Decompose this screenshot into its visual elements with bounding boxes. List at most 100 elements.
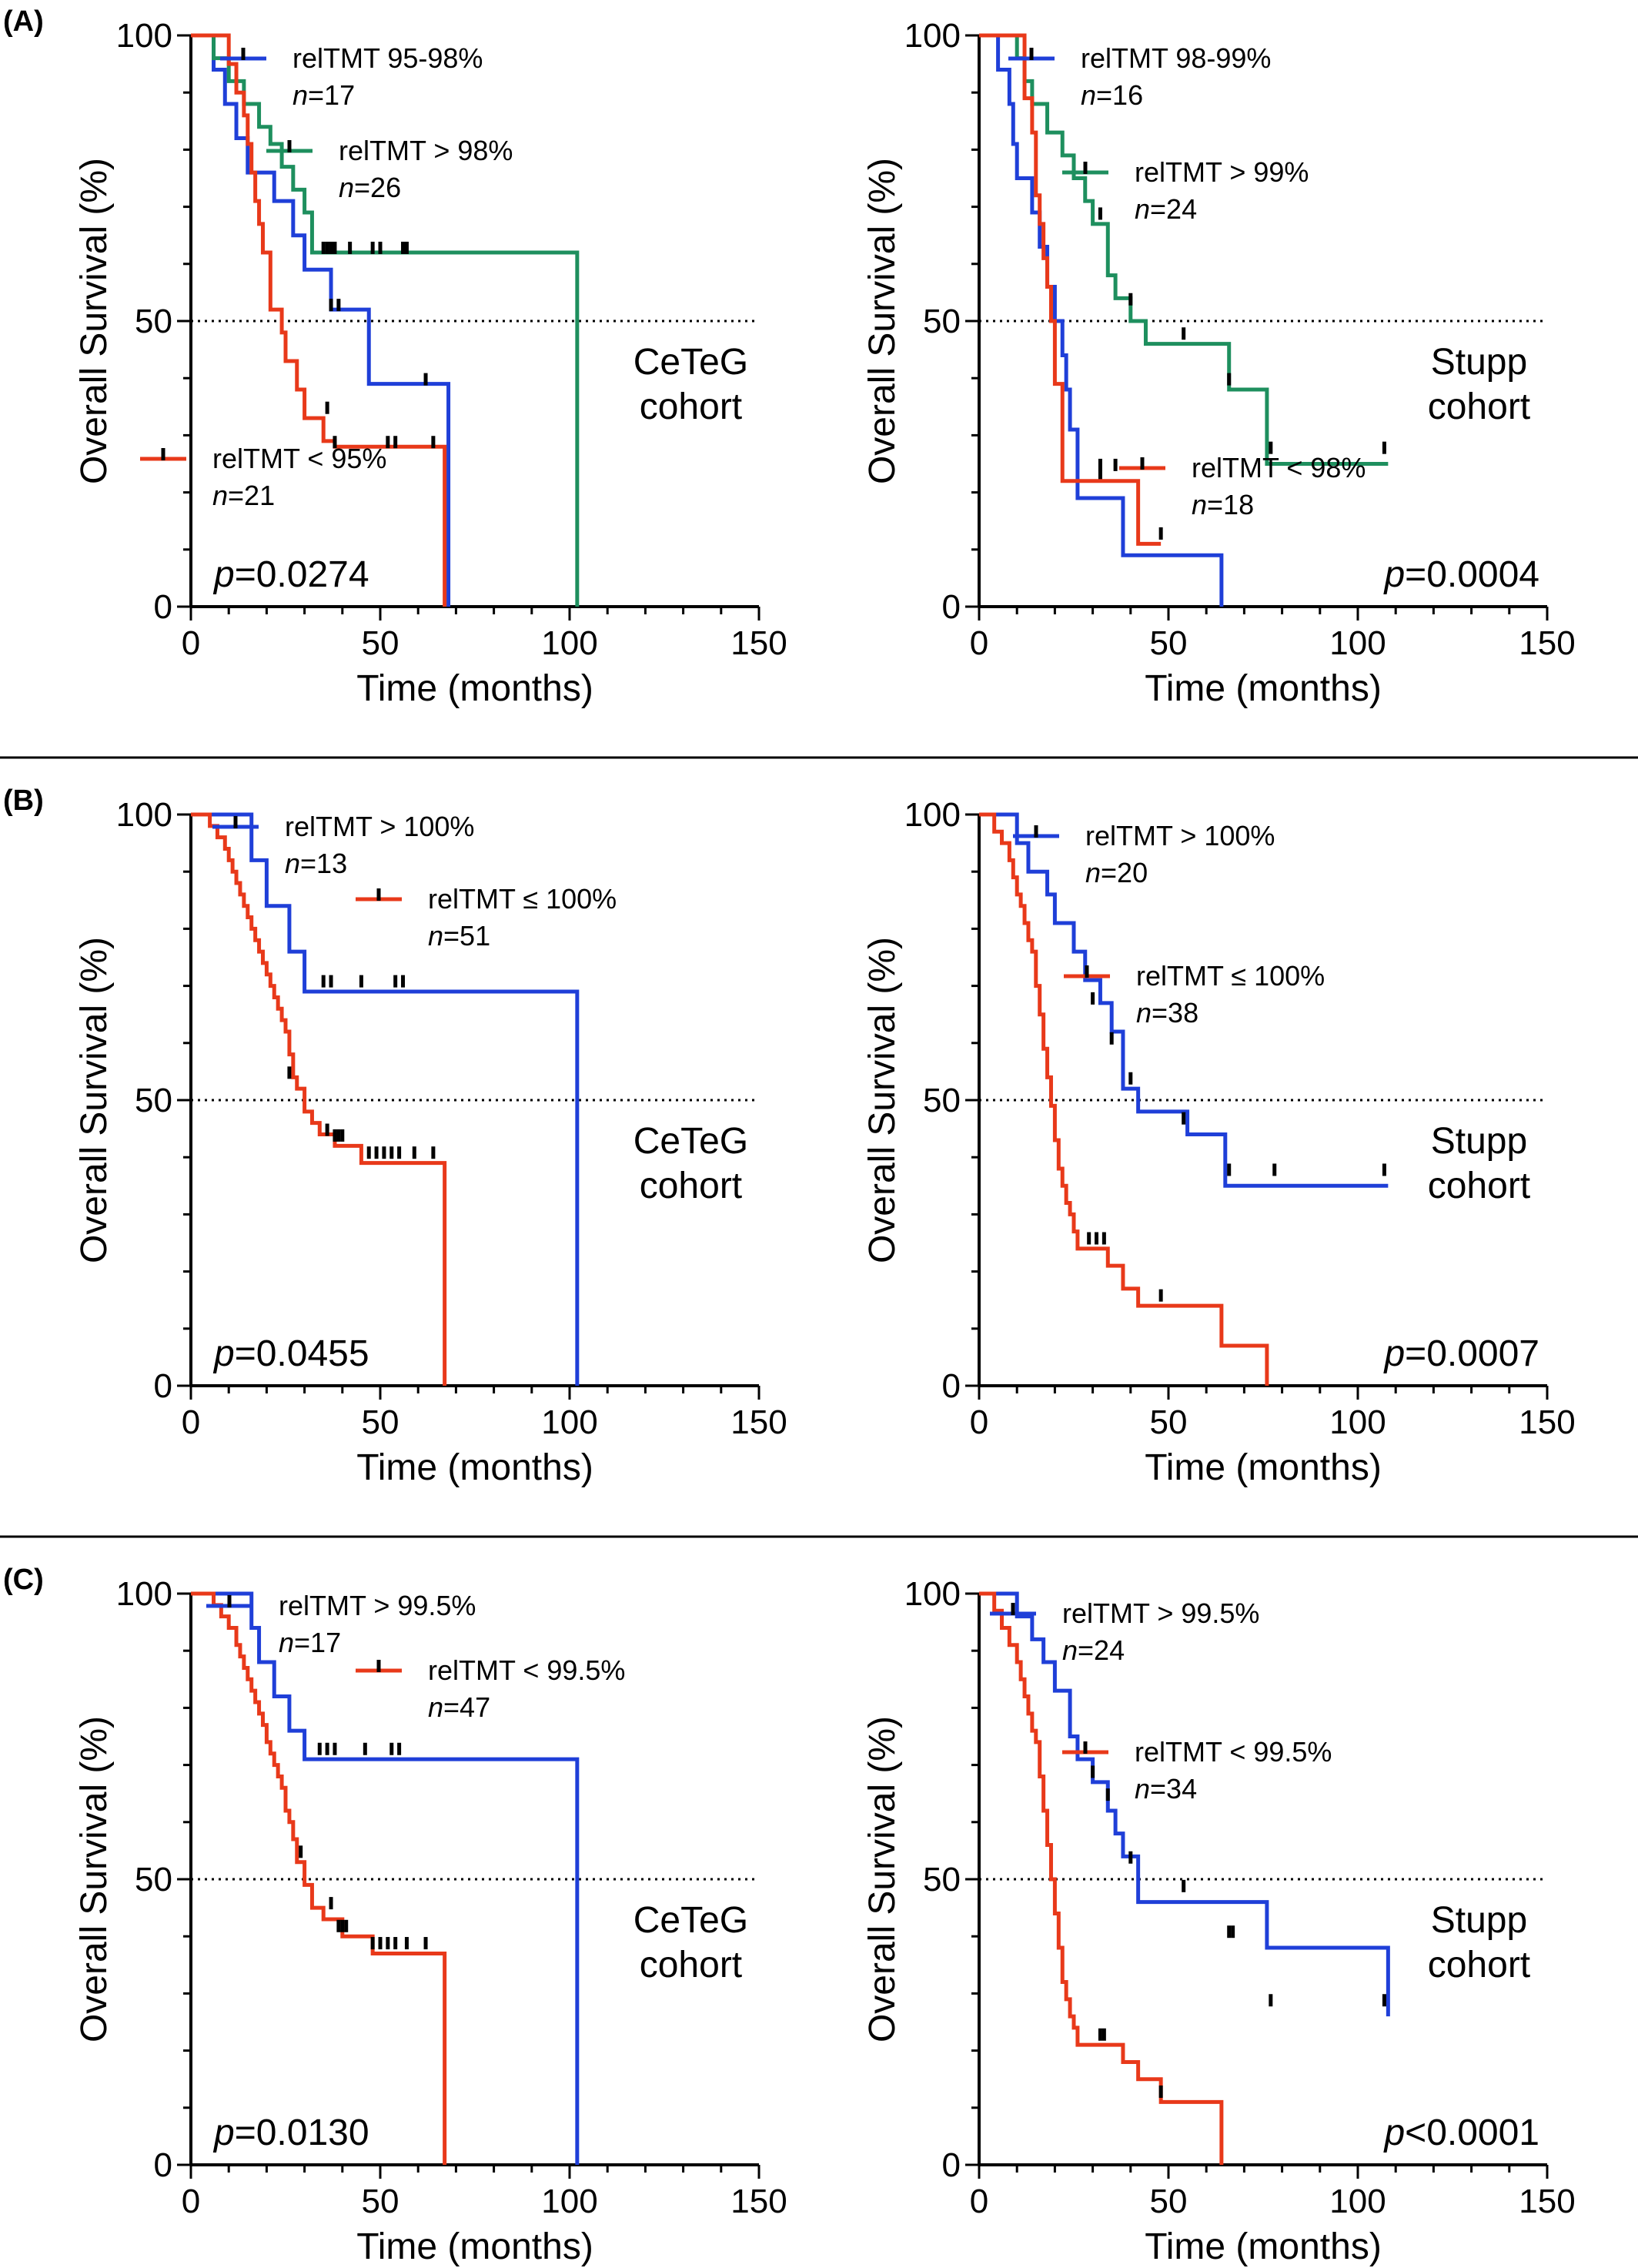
legend-label: relTMT > 99.5% (279, 1590, 476, 1621)
survival-curve (191, 33, 451, 607)
legend-n: n=38 (1136, 997, 1198, 1029)
x-tick-label: 150 (1519, 2183, 1575, 2220)
legend-label: relTMT > 99% (1135, 156, 1309, 188)
survival-curve (191, 1591, 580, 2165)
y-tick-label: 50 (135, 303, 172, 340)
legend-label: relTMT 98-99% (1081, 42, 1271, 74)
legend-n-value: =26 (354, 172, 401, 203)
legend-entry: relTMT > 98% n=26 (266, 135, 513, 203)
x-axis-title: Time (months) (1145, 2226, 1382, 2267)
x-tick-label: 100 (1329, 1403, 1386, 1441)
x-tick-label: 0 (970, 624, 988, 662)
x-tick-label: 150 (730, 1403, 787, 1441)
legend-n-value: =18 (1207, 489, 1254, 520)
cohort-label-line2: cohort (640, 1945, 742, 1985)
legend-n: n=20 (1085, 857, 1148, 888)
x-tick-label: 0 (182, 624, 200, 662)
p-value-number: =0.0274 (235, 554, 369, 595)
legend-entry: relTMT < 98% n=18 (1119, 452, 1366, 520)
legend-n-symbol: n (339, 172, 354, 203)
legend-label: relTMT < 95% (212, 443, 386, 474)
x-tick-label: 0 (970, 2183, 988, 2220)
panel-letter: (B) (3, 784, 44, 817)
legend-n-symbol: n (1136, 997, 1152, 1029)
y-tick-label: 50 (923, 303, 961, 340)
legend-n: n=47 (428, 1691, 490, 1723)
x-tick-label: 50 (1150, 1403, 1188, 1441)
x-tick-label: 100 (1329, 624, 1386, 662)
x-tick-label: 50 (362, 624, 399, 662)
y-tick-label: 0 (154, 2146, 172, 2184)
panel-letter: (C) (3, 1564, 44, 1596)
legend-n-symbol: n (428, 1691, 443, 1723)
x-tick-label: 0 (182, 2183, 200, 2220)
p-value-symbol: p (1382, 1333, 1405, 1374)
legend-n: n=16 (1081, 79, 1143, 111)
survival-curve (191, 812, 447, 1386)
legend-n: n=17 (279, 1627, 341, 1658)
x-tick-label: 150 (730, 624, 787, 662)
legend-n: n=24 (1062, 1634, 1125, 1666)
y-tick-label: 0 (942, 1367, 961, 1405)
y-tick-label: 100 (116, 1575, 172, 1613)
km-chart-3: (B) 0 50 100 0 50 100 150 Time (months) Overall S… (3, 784, 787, 1488)
p-value: p=0.0274 (212, 554, 369, 595)
legend-label: relTMT > 98% (339, 135, 513, 166)
legend-n-value: =21 (228, 480, 275, 511)
legend-n: n=21 (212, 480, 275, 511)
p-value: p<0.0001 (1382, 2112, 1539, 2153)
legend-n-symbol: n (279, 1627, 294, 1658)
cohort-label-line2: cohort (1428, 1945, 1530, 1985)
p-value-symbol: p (212, 554, 235, 595)
legend-n-symbol: n (1135, 193, 1150, 225)
legend-n-symbol: n (1062, 1634, 1078, 1666)
p-value: p=0.0004 (1382, 554, 1539, 595)
y-axis-title: Overall Survival (%) (862, 937, 903, 1263)
legend-n: n=34 (1135, 1773, 1197, 1805)
p-value: p=0.0130 (212, 2112, 369, 2153)
legend-n-value: =38 (1152, 997, 1198, 1029)
p-value-symbol: p (1382, 2112, 1405, 2153)
legend-label: relTMT < 99.5% (1135, 1736, 1332, 1768)
y-tick-label: 0 (942, 2146, 961, 2184)
legend-n: n=24 (1135, 193, 1197, 225)
km-chart-2: 0 50 100 0 50 100 150 Time (months) Overall Surv… (862, 17, 1576, 709)
legend-n: n=18 (1192, 489, 1254, 520)
legend-n-value: =17 (294, 1627, 341, 1658)
legend-entry: relTMT < 95% n=21 (140, 443, 386, 511)
cohort-label-line1: Stupp (1431, 342, 1527, 383)
survival-curve (979, 1591, 1390, 2017)
legend-entry: relTMT > 99.5% n=24 (990, 1597, 1259, 1666)
x-tick-label: 100 (1329, 2183, 1386, 2220)
p-value: p=0.0455 (212, 1333, 369, 1374)
y-tick-label: 100 (116, 17, 172, 55)
cohort-label-line2: cohort (1428, 386, 1530, 427)
legend-n-value: =24 (1078, 1634, 1125, 1666)
km-chart-5: (C) 0 50 100 0 50 100 150 Time (months) Overall S… (3, 1564, 787, 2267)
survival-curve (191, 1591, 447, 2165)
p-value-number: <0.0001 (1405, 2112, 1539, 2153)
x-axis-title: Time (months) (356, 668, 593, 709)
x-tick-label: 50 (1150, 2183, 1188, 2220)
x-tick-label: 100 (541, 624, 597, 662)
y-tick-label: 50 (135, 1861, 172, 1898)
legend-entry: relTMT 98-99% n=16 (1008, 42, 1271, 111)
legend-entry: relTMT > 100% n=20 (1013, 820, 1275, 888)
survival-curve (979, 1591, 1224, 2165)
survival-curve (979, 33, 1162, 546)
x-tick-label: 150 (1519, 1403, 1575, 1441)
legend-entry: relTMT ≤ 100% n=51 (356, 883, 617, 952)
y-tick-label: 100 (904, 17, 961, 55)
km-chart-1: (A) 0 50 100 0 50 100 150 Time (months) Overall S… (3, 5, 787, 709)
km-chart-4: 0 50 100 0 50 100 150 Time (months) Overall Surv… (862, 796, 1576, 1488)
legend-n: n=51 (428, 920, 490, 952)
legend-entry: relTMT 95-98% n=17 (220, 42, 483, 111)
y-axis-title: Overall Survival (%) (74, 1716, 115, 2042)
cohort-label-line1: Stupp (1431, 1121, 1527, 1162)
cohort-label-line2: cohort (640, 386, 742, 427)
legend-n-symbol: n (1192, 489, 1207, 520)
p-value-symbol: p (1382, 554, 1405, 595)
survival-curve (191, 812, 580, 1386)
legend-n: n=26 (339, 172, 401, 203)
